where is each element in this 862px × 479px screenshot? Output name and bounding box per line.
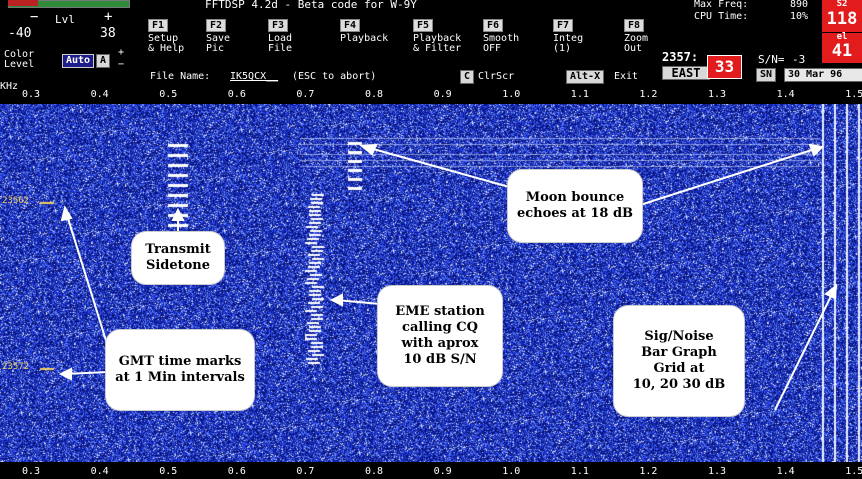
cpu-time-value: 10%	[790, 11, 809, 22]
fkey-label: Playback	[340, 33, 389, 44]
freq-tick-bottom: 1.3	[708, 466, 727, 477]
fkey-cap: F6	[483, 19, 504, 32]
exit-label: Exit	[614, 71, 639, 82]
file-name-label: File Name:	[150, 71, 211, 82]
freq-tick-bottom: 1.1	[570, 466, 589, 477]
red-bottom-value: 41	[831, 41, 853, 61]
freq-tick-top: 0.5	[159, 89, 178, 100]
time-mark-2: 23572	[2, 362, 30, 372]
sn-button[interactable]: SN	[756, 68, 777, 82]
freq-tick-top: 1.1	[570, 89, 589, 100]
title-fragment: FFTDSP 4.2d - Beta code for W-9Y	[205, 0, 417, 11]
fkey-cap: F4	[340, 19, 361, 32]
fkey-label: Setup & Help	[148, 33, 185, 54]
freq-tick-bottom: 1.4	[776, 466, 795, 477]
max-freq-label: Max Freq:	[694, 0, 749, 10]
alt-x-key[interactable]: Alt-X	[566, 70, 605, 84]
fkey-label: Playback & Filter	[413, 33, 462, 54]
moon-bounce-annotation: Moon bounce echoes at 18 dB	[508, 170, 642, 242]
freq-tick-top: 0.6	[227, 89, 246, 100]
color-plus[interactable]: +	[118, 47, 125, 58]
sig-noise-annotation: Sig/Noise Bar Graph Grid at 10, 20 30 dB	[614, 306, 744, 416]
time-mark-1: 23562	[2, 196, 30, 206]
direction-value: 33	[707, 55, 742, 79]
time-display: 2357:	[662, 50, 699, 64]
file-name-hint: (ESC to abort)	[292, 71, 377, 82]
fkey-f7[interactable]: F7 Integ (1)	[553, 13, 611, 54]
freq-tick-top: 0.3	[22, 89, 41, 100]
max-freq-value: 890	[790, 0, 809, 10]
sn-value: -3	[792, 53, 806, 66]
fkey-cap: F5	[413, 19, 434, 32]
date-display: 30 Mar 96	[784, 68, 862, 82]
freq-tick-top: 0.9	[433, 89, 452, 100]
fkey-cap: F7	[553, 19, 574, 32]
level-meter-red	[8, 0, 38, 6]
red-bottom-tag: el	[836, 32, 848, 42]
color-level-label: Color Level	[4, 49, 35, 70]
fkey-f3[interactable]: F3 Load File	[268, 13, 326, 54]
eme-station-annotation: EME station calling CQ with aprox 10 dB …	[378, 286, 502, 386]
freq-tick-bottom: 0.8	[365, 466, 384, 477]
fkey-cap: F2	[206, 19, 227, 32]
level-min-value: -40	[8, 26, 32, 41]
freq-tick-bottom: 0.4	[90, 466, 109, 477]
file-name-input[interactable]: IK5QCX__	[230, 71, 279, 82]
freq-tick-bottom: 0.5	[159, 466, 178, 477]
fkey-f2[interactable]: F2 Save Pic	[206, 13, 264, 54]
transmit-sidetone-annotation: Transmit Sidetone	[132, 232, 224, 284]
fkey-label: Integ (1)	[553, 33, 584, 54]
sn-label: S/N=	[758, 53, 785, 66]
freq-tick-top: 1.3	[708, 89, 727, 100]
level-label: Lvl	[55, 13, 75, 26]
fkey-label: Zoom Out	[624, 33, 649, 54]
freq-tick-bottom: 1.2	[639, 466, 658, 477]
red-top-tag: S2	[836, 0, 848, 9]
freq-tick-bottom: 1.0	[502, 466, 521, 477]
freq-tick-top: 0.8	[365, 89, 384, 100]
freq-tick-top: 0.7	[296, 89, 315, 100]
level-max-value: 38	[100, 26, 116, 41]
color-minus[interactable]: −	[118, 59, 125, 70]
freq-tick-bottom: 1.5	[845, 466, 862, 477]
fkey-cap: F1	[148, 19, 169, 32]
khz-label: KHz	[0, 81, 19, 92]
fkey-f8[interactable]: F8 Zoom Out	[624, 13, 682, 54]
clear-screen-label: ClrScr	[478, 71, 515, 82]
freq-tick-bottom: 0.9	[433, 466, 452, 477]
a-button[interactable]: A	[96, 54, 111, 68]
level-minus-sign[interactable]: −	[30, 9, 39, 25]
clear-screen-key[interactable]: C	[460, 70, 475, 84]
fkey-label: Save Pic	[206, 33, 231, 54]
fkey-f4[interactable]: F4 Playback	[340, 13, 398, 44]
fkey-cap: F8	[624, 19, 645, 32]
fkey-f1[interactable]: F1 Setup & Help	[148, 13, 206, 54]
gmt-time-marks-annotation: GMT time marks at 1 Min intervals	[106, 330, 254, 410]
cpu-time-label: CPU Time:	[694, 11, 749, 22]
freq-tick-top: 0.4	[90, 89, 109, 100]
red-top-value: 118	[826, 9, 858, 29]
freq-tick-top: 1.2	[639, 89, 658, 100]
fkey-f5[interactable]: F5 Playback & Filter	[413, 13, 471, 54]
freq-tick-bottom: 0.3	[22, 466, 41, 477]
freq-tick-top: 1.5	[845, 89, 862, 100]
red-display-bottom: el 41	[822, 33, 862, 63]
fkey-f6[interactable]: F6 Smooth OFF	[483, 13, 541, 54]
red-display-top: S2 118	[822, 0, 862, 32]
auto-button[interactable]: Auto	[62, 54, 95, 68]
freq-tick-bottom: 0.6	[227, 466, 246, 477]
fkey-label: Smooth OFF	[483, 33, 520, 54]
freq-tick-top: 1.0	[502, 89, 521, 100]
freq-tick-bottom: 0.7	[296, 466, 315, 477]
fkey-label: Load File	[268, 33, 293, 54]
fkey-cap: F3	[268, 19, 289, 32]
level-plus-sign[interactable]: +	[104, 9, 113, 25]
freq-tick-top: 1.4	[776, 89, 795, 100]
